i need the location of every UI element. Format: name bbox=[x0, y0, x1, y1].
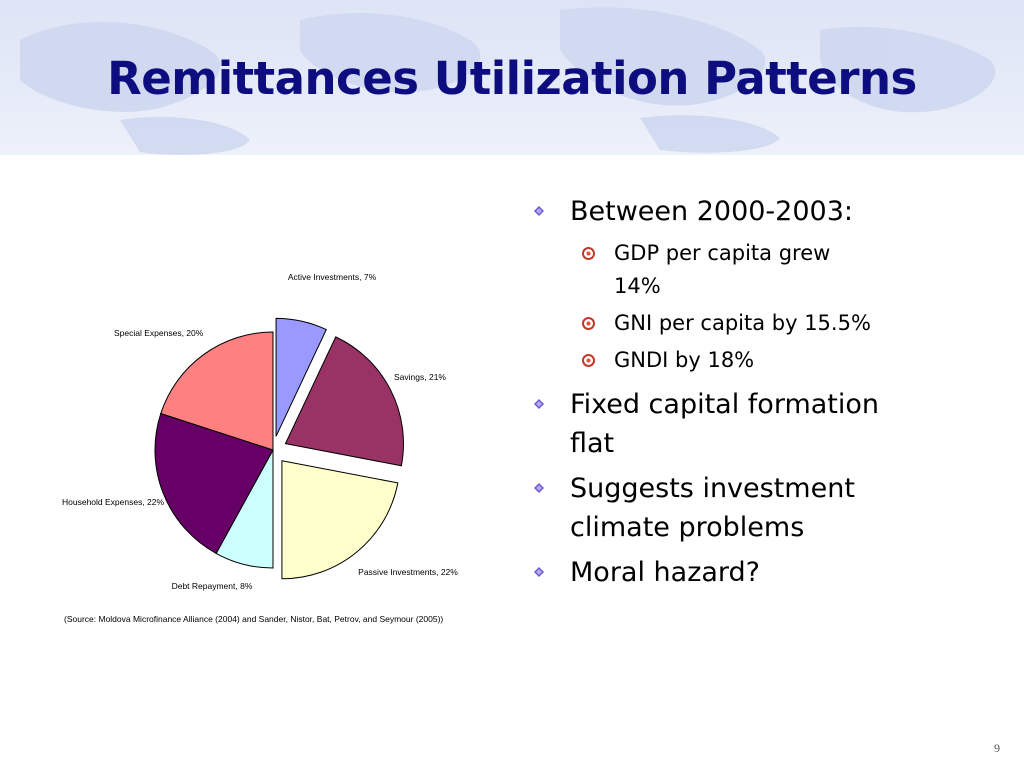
diamond-bullet-icon bbox=[534, 567, 544, 577]
bullet-text: Fixed capital formation bbox=[570, 389, 880, 420]
bullet-text: Between 2000-2003: bbox=[570, 196, 853, 227]
sub-bullet-item: GDP per capita grew 14% bbox=[532, 237, 952, 303]
pie-slice-savings bbox=[284, 336, 404, 467]
bullet-item: Moral hazard? bbox=[532, 553, 952, 592]
page-number: 9 bbox=[994, 741, 1000, 755]
diamond-bullet-icon bbox=[534, 399, 544, 409]
pie-label-savings: Savings, 21% bbox=[394, 372, 446, 382]
swirl-bullet-icon bbox=[582, 317, 595, 330]
pie-chart-svg: Active Investments, 7% Savings, 21% Passiv… bbox=[62, 272, 458, 591]
pie-label-household-expenses: Household Expenses, 22% bbox=[62, 497, 165, 507]
sub-bullet-text: GNDI by 18% bbox=[614, 348, 755, 372]
world-map-background bbox=[20, 7, 996, 155]
bullet-item: Fixed capital formation flat bbox=[532, 385, 952, 463]
pie-slice-special-expenses bbox=[160, 331, 274, 451]
bullet-item: Suggests investment climate problems bbox=[532, 469, 952, 547]
bullet-text-cont: flat bbox=[570, 428, 615, 459]
sub-bullet-text: GNI per capita by 15.5% bbox=[614, 311, 871, 335]
slide-title: Remittances Utilization Patterns bbox=[107, 52, 917, 105]
pie-label-special-expenses: Special Expenses, 20% bbox=[114, 328, 204, 338]
bullet-text-cont: climate problems bbox=[570, 512, 805, 543]
swirl-bullet-icon bbox=[582, 247, 595, 260]
sub-bullet-item: GNDI by 18% bbox=[532, 344, 952, 377]
sub-bullet-text: GDP per capita grew bbox=[614, 241, 831, 265]
pie-label-debt-repayment: Debt Repayment, 8% bbox=[172, 581, 253, 591]
sub-bullet-item: GNI per capita by 15.5% bbox=[532, 307, 952, 340]
source-note: (Source: Moldova Microfinance Alliance (… bbox=[64, 614, 444, 624]
bullet-list: Between 2000-2003: GDP per capita grew 1… bbox=[532, 192, 952, 598]
sub-bullet-text-cont: 14% bbox=[614, 274, 661, 298]
bullet-item: Between 2000-2003: bbox=[532, 192, 952, 231]
bullet-text: Suggests investment bbox=[570, 473, 855, 504]
pie-label-active-investments: Active Investments, 7% bbox=[288, 272, 377, 282]
diamond-bullet-icon bbox=[534, 206, 544, 216]
pie-label-passive-investments: Passive Investments, 22% bbox=[358, 567, 458, 577]
pie-slice-household-expenses bbox=[154, 412, 274, 555]
pie-slice-active-investments bbox=[275, 317, 327, 437]
diamond-bullet-icon bbox=[534, 483, 544, 493]
pie-chart: Active Investments, 7% Savings, 21% Passiv… bbox=[40, 260, 480, 640]
pie-slice-passive-investments bbox=[281, 460, 399, 580]
bullet-text: Moral hazard? bbox=[570, 557, 761, 588]
swirl-bullet-icon bbox=[582, 354, 595, 367]
title-banner: Remittances Utilization Patterns bbox=[0, 0, 1024, 155]
